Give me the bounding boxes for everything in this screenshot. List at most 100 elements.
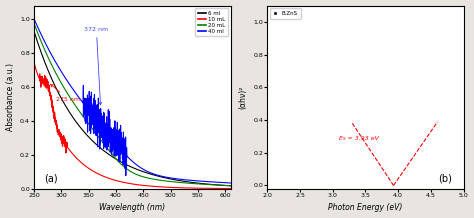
Point — [405, 150, 413, 153]
Point — [423, 121, 431, 125]
X-axis label: Photon Energy (eV): Photon Energy (eV) — [328, 203, 402, 213]
Point — [411, 143, 419, 146]
Point — [269, 182, 276, 185]
Point — [391, 163, 399, 167]
Point — [447, 61, 455, 65]
Point — [382, 168, 389, 171]
Point — [372, 173, 380, 177]
Point — [358, 173, 366, 177]
Point — [443, 74, 451, 77]
Point — [383, 169, 390, 173]
Point — [350, 175, 358, 178]
Point — [392, 162, 399, 165]
Point — [298, 182, 305, 185]
Point — [307, 181, 314, 185]
Point — [368, 174, 375, 178]
Point — [384, 169, 392, 172]
Point — [425, 119, 433, 123]
Point — [276, 182, 284, 186]
Point — [334, 179, 342, 182]
Point — [378, 172, 385, 175]
Point — [336, 178, 344, 181]
Point — [291, 183, 298, 186]
Point — [435, 95, 443, 98]
Point — [457, 31, 465, 34]
Point — [373, 174, 380, 177]
Point — [295, 178, 302, 182]
Point — [318, 179, 326, 182]
Point — [347, 174, 355, 178]
Point — [358, 176, 365, 179]
Point — [412, 141, 419, 145]
Point — [409, 144, 417, 148]
Point — [312, 180, 320, 184]
Point — [417, 133, 425, 136]
Point — [286, 183, 293, 187]
Point — [326, 180, 334, 183]
Point — [313, 180, 321, 184]
Point — [297, 183, 305, 187]
Point — [415, 137, 423, 140]
Point — [272, 184, 280, 187]
Point — [422, 123, 429, 126]
Point — [302, 179, 310, 182]
Point — [270, 184, 277, 187]
Point — [324, 179, 331, 182]
Point — [425, 119, 433, 122]
Point — [402, 154, 410, 158]
Point — [332, 179, 340, 183]
Point — [359, 172, 367, 176]
Point — [284, 182, 292, 186]
Point — [335, 178, 342, 181]
Point — [304, 180, 312, 183]
Point — [381, 170, 389, 174]
Point — [313, 182, 320, 186]
Point — [452, 48, 459, 52]
Point — [300, 181, 307, 185]
Point — [444, 73, 452, 76]
Point — [412, 141, 420, 145]
Point — [272, 183, 280, 186]
Point — [265, 182, 273, 186]
Point — [303, 182, 310, 185]
Legend: B.ZnS: B.ZnS — [270, 8, 301, 19]
Point — [337, 178, 344, 181]
Point — [389, 165, 396, 169]
Point — [397, 157, 405, 161]
Point — [275, 184, 283, 187]
Point — [453, 44, 460, 48]
Point — [292, 180, 300, 183]
Point — [335, 178, 343, 181]
Point — [452, 49, 459, 53]
Point — [430, 107, 438, 110]
Point — [283, 182, 290, 186]
Point — [349, 174, 356, 177]
Point — [303, 180, 311, 183]
Point — [319, 181, 326, 184]
Point — [376, 172, 383, 176]
Point — [408, 147, 415, 151]
Point — [346, 176, 353, 180]
Point — [331, 177, 338, 181]
Point — [296, 182, 304, 186]
Point — [329, 180, 337, 184]
Point — [334, 179, 341, 182]
Point — [446, 68, 454, 72]
Point — [420, 129, 428, 133]
Point — [300, 180, 308, 183]
Point — [423, 123, 430, 127]
Point — [320, 179, 328, 183]
Point — [333, 178, 341, 182]
Point — [427, 116, 434, 120]
Point — [301, 181, 309, 184]
Point — [398, 156, 405, 160]
Point — [416, 134, 424, 137]
Point — [367, 174, 375, 178]
Point — [400, 156, 407, 160]
Point — [419, 127, 427, 130]
Point — [280, 183, 287, 186]
Point — [353, 174, 360, 177]
Point — [374, 172, 382, 175]
Point — [394, 161, 402, 164]
Point — [274, 184, 282, 187]
